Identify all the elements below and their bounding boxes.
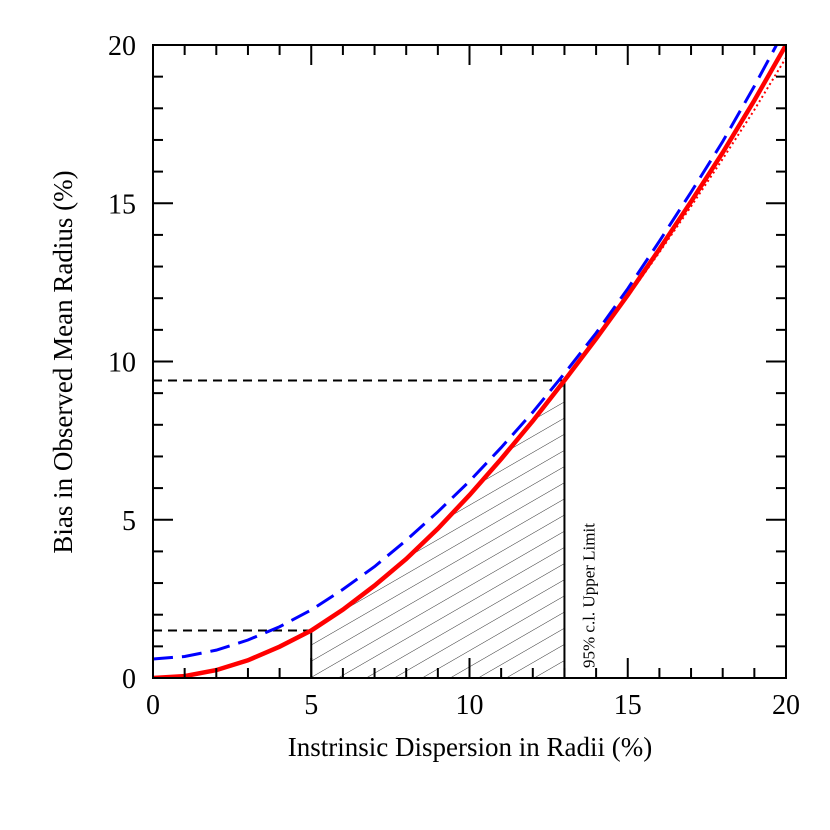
line-solid [153,45,786,678]
x-tick-label: 0 [146,690,160,721]
y-tick-label: 10 [108,348,136,379]
curves [153,45,786,678]
y-tick-label: 15 [108,189,136,220]
line-dotted [563,57,786,382]
y-tick-label: 0 [122,664,136,695]
x-tick-label: 20 [772,690,800,721]
annotation: 95% c.l. Upper Limit [579,523,598,668]
y-tick-label: 20 [108,31,136,62]
x-axis-label: Instrinsic Dispersion in Radii (%) [288,732,652,762]
y-axis-label: Bias in Observed Mean Radius (%) [48,170,78,553]
x-tick-label: 15 [614,690,642,721]
x-tick-label: 10 [456,690,484,721]
x-tick-label: 5 [304,690,318,721]
y-tick-label: 5 [122,506,136,537]
